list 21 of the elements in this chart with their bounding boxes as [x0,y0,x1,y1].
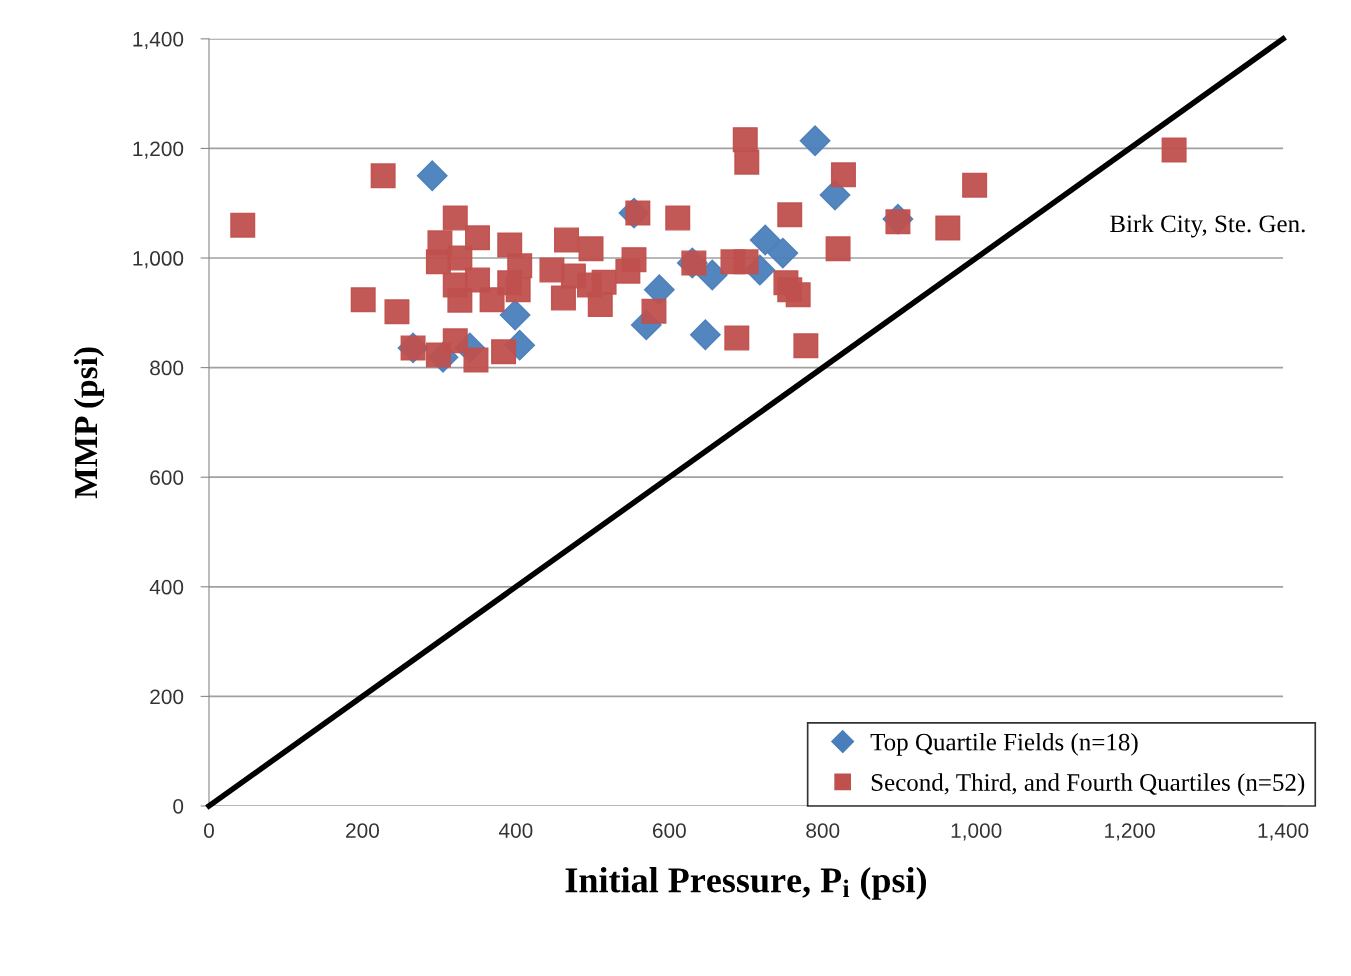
x-axis-title: Initial Pressure, P$_{i}$ (psi) [565,867,926,900]
y-axis-title: MMP (psi) [73,347,105,499]
x-tick-label: 1,200 [1105,823,1155,841]
y-tick-label: 600 [150,470,184,485]
y-tick-label: 1,200 [133,141,184,159]
x-tick-label: 400 [498,823,533,838]
y-tick-label: 1,400 [133,31,184,50]
x-tick-label: 1,000 [951,823,1002,841]
x-tick-label: 600 [652,823,686,838]
legend-label: Second, Third, and Fourth Quartiles (n=52) [871,773,1305,796]
y-tick-label: 1,000 [133,251,184,269]
y-tick-label: 200 [150,689,184,705]
x-tick-label: 200 [346,823,379,838]
y-tick-label: 800 [150,360,184,376]
annotation: Birk City, Ste. Gen. [1110,214,1305,238]
x-tick-label: 800 [806,823,840,838]
y-tick-label: 400 [149,579,184,595]
x-tick-label: 1,400 [1258,823,1309,841]
x-tick-label: 0 [204,823,214,838]
legend-label: Top Quartile Fields (n=18) [870,732,1138,756]
y-tick-label: 0 [173,798,184,814]
